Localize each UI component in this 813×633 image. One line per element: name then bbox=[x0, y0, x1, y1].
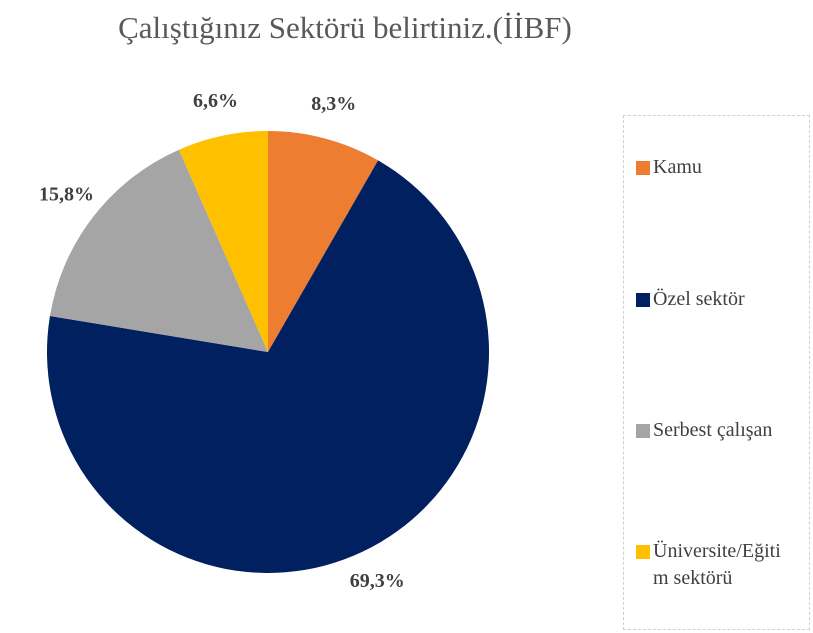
legend-label: Üniversite/Eğitim sektörü bbox=[653, 540, 781, 589]
legend-label: Serbest çalışan bbox=[653, 419, 773, 441]
data-label: 69,3% bbox=[350, 570, 405, 592]
pie-slice bbox=[47, 160, 490, 573]
data-label: 6,6% bbox=[193, 90, 238, 112]
legend-label: Kamu bbox=[653, 156, 702, 178]
legend-swatch bbox=[636, 424, 650, 438]
legend-swatch bbox=[636, 293, 650, 307]
pie-slice bbox=[49, 149, 268, 352]
legend-swatch bbox=[636, 545, 650, 559]
legend-item: Özel sektör bbox=[636, 286, 786, 313]
pie-slice bbox=[268, 131, 379, 352]
legend-item: Kamu bbox=[636, 154, 786, 181]
legend-swatch bbox=[636, 161, 650, 175]
legend-label: Özel sektör bbox=[653, 288, 745, 310]
legend-item: Serbest çalışan bbox=[636, 417, 786, 444]
legend-item: Üniversite/Eğitim sektörü bbox=[636, 538, 786, 592]
legend: Kamu Özel sektör Serbest çalışan Üniversite… bbox=[623, 115, 810, 630]
pie-slice bbox=[178, 131, 268, 352]
data-label: 15,8% bbox=[39, 183, 94, 205]
data-label: 8,3% bbox=[311, 93, 356, 115]
chart-title: Çalıştığınız Sektörü belirtiniz.(İİBF) bbox=[118, 10, 572, 45]
